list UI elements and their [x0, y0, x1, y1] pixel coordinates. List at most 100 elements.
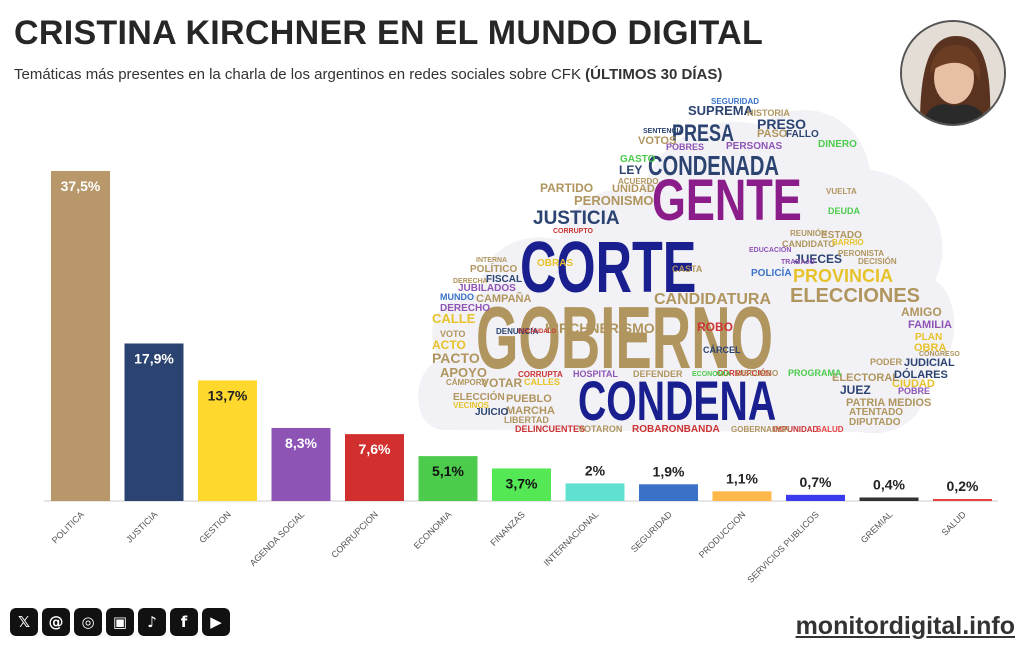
wordcloud-word: JUICIO — [475, 407, 509, 418]
wordcloud-word: CAMPAÑA — [476, 292, 531, 305]
category-tick-label: SERVICIOS PUBLICOS — [745, 509, 821, 585]
bar-servicios-publicos — [786, 494, 845, 501]
wordcloud-word: DIPUTADO — [849, 417, 901, 428]
tiktok-icon[interactable]: ♪ — [138, 608, 166, 636]
wordcloud-word: PODER — [870, 357, 903, 367]
kick-icon[interactable]: ▣ — [106, 608, 134, 636]
category-tick-label: GREMIAL — [859, 509, 895, 545]
wordcloud-word: GOBIERNO — [476, 289, 773, 388]
bar-value-label: 37,5% — [61, 178, 101, 194]
wordcloud-word: SEGURIDAD — [711, 97, 759, 106]
category-tick-label: CORRUPCION — [329, 509, 380, 560]
wordcloud-word: CANDIDATO — [782, 239, 835, 249]
bar-seguridad — [639, 484, 698, 501]
wordcloud-word: ESCÁNDALO — [518, 328, 556, 335]
wordcloud-word: VOTO — [440, 329, 465, 339]
page-title: CRISTINA KIRCHNER EN EL MUNDO DIGITAL — [14, 14, 764, 52]
facebook-icon[interactable]: f — [170, 608, 198, 636]
bar-value-label: 17,9% — [134, 350, 174, 366]
wordcloud-word: ACUERDO — [618, 177, 658, 186]
site-link[interactable]: monitordigital.info — [795, 612, 1015, 640]
wordcloud-word: PERSONAS — [726, 141, 782, 152]
subtitle-text: Temáticas más presentes en la charla de … — [14, 66, 586, 83]
bar-internacional — [565, 483, 625, 501]
category-tick-label: SEGURIDAD — [629, 509, 674, 554]
wordcloud-word: CONGRESO — [919, 351, 960, 358]
wordcloud-word: POBRE — [898, 386, 930, 396]
wordcloud-word: DERECHO — [440, 303, 490, 314]
wordcloud-word: BARRIO — [832, 238, 864, 247]
wordcloud-word: PASO — [757, 128, 788, 140]
bar-value-label: 5,1% — [432, 463, 464, 479]
wordcloud-word: OBRA — [914, 342, 946, 354]
bar-agenda-social — [271, 427, 331, 501]
category-tick-label: JUSTICIA — [124, 509, 159, 544]
wordcloud-word: PROGRAMA — [788, 368, 842, 378]
bar-produccion — [712, 491, 772, 501]
wordcloud-word: CONDENA — [578, 370, 776, 433]
wordcloud-word: CORTE — [520, 228, 696, 308]
wordcloud-word: SALUD — [816, 425, 844, 434]
category-tick-label: PRODUCCION — [697, 509, 748, 560]
wordcloud-word: ELECTORAL — [832, 372, 899, 384]
wordcloud-word: EDUCACIÓN — [749, 245, 791, 254]
wordcloud-word: PERONISTA — [838, 249, 884, 258]
wordcloud-word: CÁRCEL — [703, 345, 741, 355]
youtube-icon[interactable]: ▶ — [202, 608, 230, 636]
wordcloud-word: DELINCUENTES — [515, 424, 585, 434]
bar-value-label: 7,6% — [359, 441, 391, 457]
social-icons: 𝕏 @ ◎ ▣ ♪ f ▶ — [10, 608, 230, 636]
wordcloud-shape — [418, 110, 955, 434]
wordcloud-word: LIBERTAD — [504, 415, 549, 425]
wordcloud-word: UNIDAD — [612, 183, 655, 195]
bar-chart: 37,5% POLITICA 17,9% JUSTICIA 13,7% GESTION 8,… — [44, 97, 998, 585]
bar-value-label: 1,9% — [653, 463, 685, 479]
bar-finanzas — [492, 468, 551, 501]
wordcloud-word: HISTORIA — [747, 108, 790, 118]
wordcloud-word: VUELTA — [826, 187, 857, 196]
wordcloud-word: VECINOS — [453, 401, 490, 410]
wordcloud-word: JUSTICIA — [533, 208, 620, 229]
wordcloud-word: CALLES — [524, 377, 560, 387]
wordcloud-word: JUECES — [794, 252, 842, 266]
category-tick-label: AGENDA SOCIAL — [248, 509, 307, 568]
wordcloud-word: DINERO — [818, 139, 857, 150]
bar-value-label: 3,7% — [506, 475, 538, 491]
wordcloud-word: ELECCIÓN — [453, 390, 505, 403]
wordcloud-word: PROVINCIA — [793, 266, 893, 286]
bar-value-label: 0,4% — [873, 476, 905, 492]
wordcloud-word: FISCAL — [486, 274, 522, 285]
instagram-icon[interactable]: ◎ — [74, 608, 102, 636]
threads-icon[interactable]: @ — [42, 608, 70, 636]
bar-gestion — [198, 380, 257, 501]
category-tick-label: GESTION — [197, 509, 233, 545]
wordcloud-word: CONDENADA — [648, 151, 779, 182]
bar-justicia — [124, 343, 184, 501]
wordcloud-word: PLAN — [915, 332, 942, 343]
wordcloud-word: ELECCIONES — [790, 285, 920, 307]
wordcloud-word: ESTADO — [821, 230, 862, 241]
wordcloud-word: OBRAS — [537, 258, 573, 269]
wordcloud-word: PERONISMO — [574, 193, 653, 208]
category-tick-label: POLITICA — [50, 509, 86, 545]
bar-value-label: 0,7% — [800, 474, 832, 490]
wordcloud-word: JUDICIAL — [904, 357, 955, 369]
bar-salud — [933, 499, 992, 501]
bar-economia — [418, 456, 478, 501]
wordcloud-word: CIUDAD — [892, 378, 935, 390]
wordcloud-word: VOTOS — [638, 135, 676, 147]
wordcloud-word: DERECHA — [453, 278, 488, 285]
wordcloud-word: PACTO — [432, 350, 480, 366]
x-icon[interactable]: 𝕏 — [10, 608, 38, 636]
bar-gremial — [859, 497, 919, 501]
wordcloud-word: MUNDO — [440, 292, 474, 302]
wordcloud-word: PARTIDO — [540, 181, 593, 195]
avatar — [900, 20, 1006, 126]
wordcloud-word: POBRES — [666, 142, 704, 152]
portrait-illustration — [902, 22, 1004, 124]
wordcloud-word: AMIGO — [901, 305, 942, 319]
category-tick-label: ECONOMIA — [412, 509, 454, 551]
wordcloud-word: ROBARONBANDA — [632, 424, 720, 435]
wordcloud-word: CORRUPCIÓN — [717, 369, 772, 378]
wordcloud-word: DÓLARES — [894, 368, 948, 381]
